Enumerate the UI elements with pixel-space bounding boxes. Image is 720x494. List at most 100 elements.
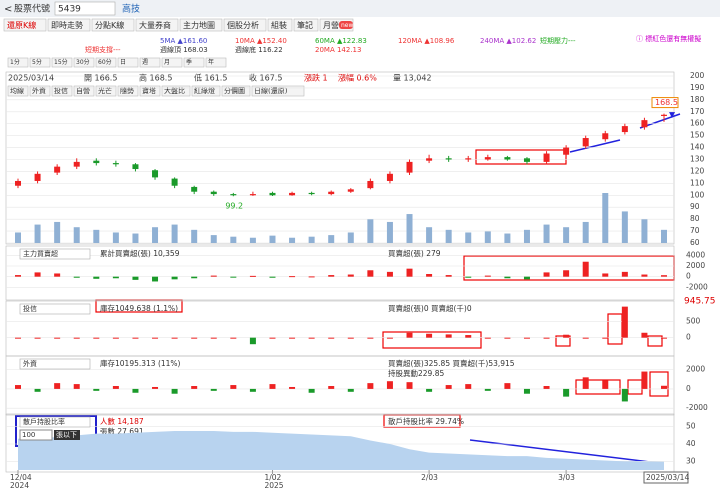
candle-body	[367, 180, 374, 189]
indicator-btn[interactable]	[191, 85, 221, 97]
indicator-btn[interactable]	[29, 85, 51, 97]
indicator-label: 寶塔	[142, 86, 156, 95]
select[interactable]	[19, 303, 91, 315]
x-tick-label: 2/03	[421, 473, 438, 482]
period-btn[interactable]	[183, 57, 205, 68]
select[interactable]	[19, 416, 91, 428]
flow-bar	[543, 272, 550, 277]
legend-item: 週線頂 168.03	[160, 45, 208, 54]
flow-bar	[308, 276, 315, 278]
flow-bar	[328, 386, 335, 389]
flow-bar	[426, 274, 433, 277]
flow-bar	[191, 386, 198, 389]
flow-bar	[54, 273, 61, 277]
period-btn[interactable]	[95, 57, 117, 68]
period-btn[interactable]	[139, 57, 161, 68]
flow-bar	[484, 388, 491, 391]
flow-bar	[152, 276, 159, 282]
flow-bar	[504, 337, 511, 339]
flow-bar	[73, 384, 80, 389]
period-label: 60分	[98, 58, 112, 66]
volume-bar	[93, 229, 100, 243]
max-label: 168.5	[655, 98, 678, 107]
tab[interactable]	[223, 18, 267, 32]
indicator-label: 日線(還原)	[254, 86, 288, 95]
indicator-btn[interactable]	[251, 85, 305, 97]
legend-item: 20MA 142.13	[315, 46, 361, 54]
period-btn[interactable]	[117, 57, 139, 68]
period-btn[interactable]	[161, 57, 183, 68]
flow-bar	[93, 276, 100, 279]
legend-item: 週線底 116.22	[235, 45, 283, 54]
flow-bar	[73, 337, 80, 339]
period-btn[interactable]	[73, 57, 95, 68]
candle-body	[15, 180, 21, 186]
date-label: 2025/03/14	[646, 473, 689, 482]
period-btn[interactable]	[29, 57, 51, 68]
tab[interactable]	[3, 18, 47, 32]
flow-bar	[347, 337, 354, 339]
indicator-btn[interactable]	[51, 85, 73, 97]
tab[interactable]	[293, 18, 319, 32]
indicator-btn[interactable]	[117, 85, 139, 97]
tab[interactable]	[135, 18, 179, 32]
period-btn[interactable]	[7, 57, 29, 68]
flow-bar	[465, 276, 472, 278]
flow-bar	[406, 382, 413, 389]
indicator-label: 均線	[10, 86, 24, 95]
x-tick-label: 3/03	[558, 473, 575, 482]
x-tick-sub: 2025	[264, 481, 283, 490]
badge	[339, 21, 353, 29]
flow-bar	[465, 335, 472, 338]
period-btn[interactable]	[205, 57, 227, 68]
flow-bar	[15, 275, 21, 277]
tab[interactable]	[91, 18, 135, 32]
candle-body	[289, 192, 296, 196]
volume-bar	[171, 224, 178, 243]
flow-bar	[132, 337, 139, 339]
candle-body	[34, 173, 41, 181]
flow-bar	[563, 388, 570, 397]
flow-bar	[308, 337, 315, 339]
flow-bar	[582, 337, 589, 339]
extra-label: 945.75	[684, 297, 716, 307]
bar-label: 散戶持股比率 29.74%	[388, 416, 464, 426]
indicator-btn[interactable]	[139, 85, 161, 97]
indicator-btn[interactable]	[7, 85, 29, 97]
y-tick-label: 80	[690, 214, 700, 223]
tab[interactable]	[267, 18, 293, 32]
flow-bar	[661, 275, 667, 277]
y-tick-label: 150	[690, 131, 705, 140]
tab[interactable]	[179, 18, 223, 32]
flow-bar	[543, 386, 550, 389]
indicator-btn[interactable]	[95, 85, 117, 97]
period-label: 月	[164, 59, 170, 66]
indicator-btn[interactable]	[221, 85, 251, 97]
back[interactable]: <	[4, 4, 12, 15]
candle-body	[73, 161, 80, 167]
volume-bar	[132, 233, 139, 243]
legend-item: 60MA ▲122.83	[315, 37, 367, 45]
volume-bar	[367, 219, 374, 243]
y-tick-label: 90	[690, 202, 700, 211]
y-tick-label: 130	[690, 155, 705, 164]
period-btn[interactable]	[51, 57, 73, 68]
flow-bar	[504, 276, 511, 279]
period-label: 1分	[10, 58, 20, 66]
tab[interactable]	[47, 18, 91, 32]
indicator-btn[interactable]	[73, 85, 95, 97]
input[interactable]	[19, 429, 53, 441]
code-input[interactable]	[54, 1, 116, 16]
flow-bar	[621, 388, 628, 402]
stock-name[interactable]: 高技	[122, 3, 140, 15]
select[interactable]	[19, 358, 91, 370]
bar-label: 買賣超(張) 279	[388, 248, 441, 258]
volume-bar	[54, 221, 61, 243]
tab-label: 即時走勢	[51, 20, 83, 30]
indicator-btn[interactable]	[161, 85, 191, 97]
select[interactable]	[19, 248, 91, 260]
line-label: 累計買賣超(張) 10,359	[100, 248, 180, 258]
flow-bar	[445, 385, 452, 389]
unit-btn[interactable]	[54, 430, 80, 440]
flow-bar	[445, 275, 452, 277]
